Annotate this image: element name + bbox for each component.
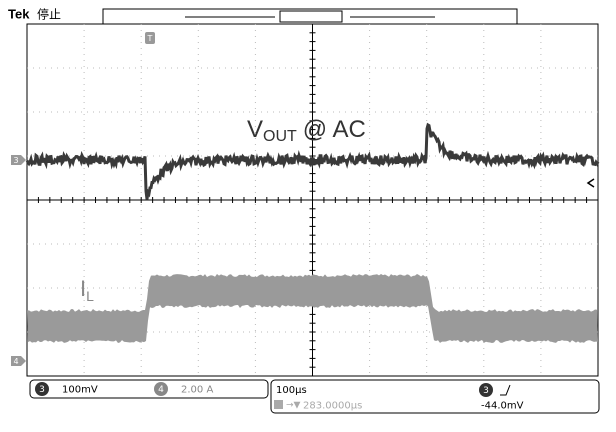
trigger-marker-text: T	[147, 34, 153, 43]
position-arrow: →▼	[286, 401, 301, 411]
ch4-scale: 2.00 A	[181, 385, 213, 396]
vout-label-sub: OUT	[263, 128, 297, 145]
ch4-badge-text: 4	[158, 385, 164, 395]
vout-label-suffix: @ AC	[303, 116, 366, 143]
trigger-level: -44.0mV	[481, 401, 524, 412]
position-icon	[274, 400, 283, 409]
ch3-scale: 100mV	[62, 385, 98, 396]
trigger-channel-text: 3	[483, 386, 489, 396]
status: 停止	[37, 7, 61, 22]
ch4-marker-text: 4	[13, 357, 18, 366]
ch3-badge-text: 3	[39, 385, 45, 395]
vout-label-main: V	[247, 116, 263, 143]
position: 283.0000µs	[303, 401, 362, 412]
brand: Tek	[8, 6, 30, 21]
scope-screen: Tek 停止 VOUT@ AC IL T 3 4 3 100mV 4 2.00 …	[0, 0, 616, 428]
ch3-marker-text: 3	[13, 156, 18, 165]
timebase: 100µs	[276, 385, 307, 396]
il-label-sub: L	[86, 288, 94, 304]
